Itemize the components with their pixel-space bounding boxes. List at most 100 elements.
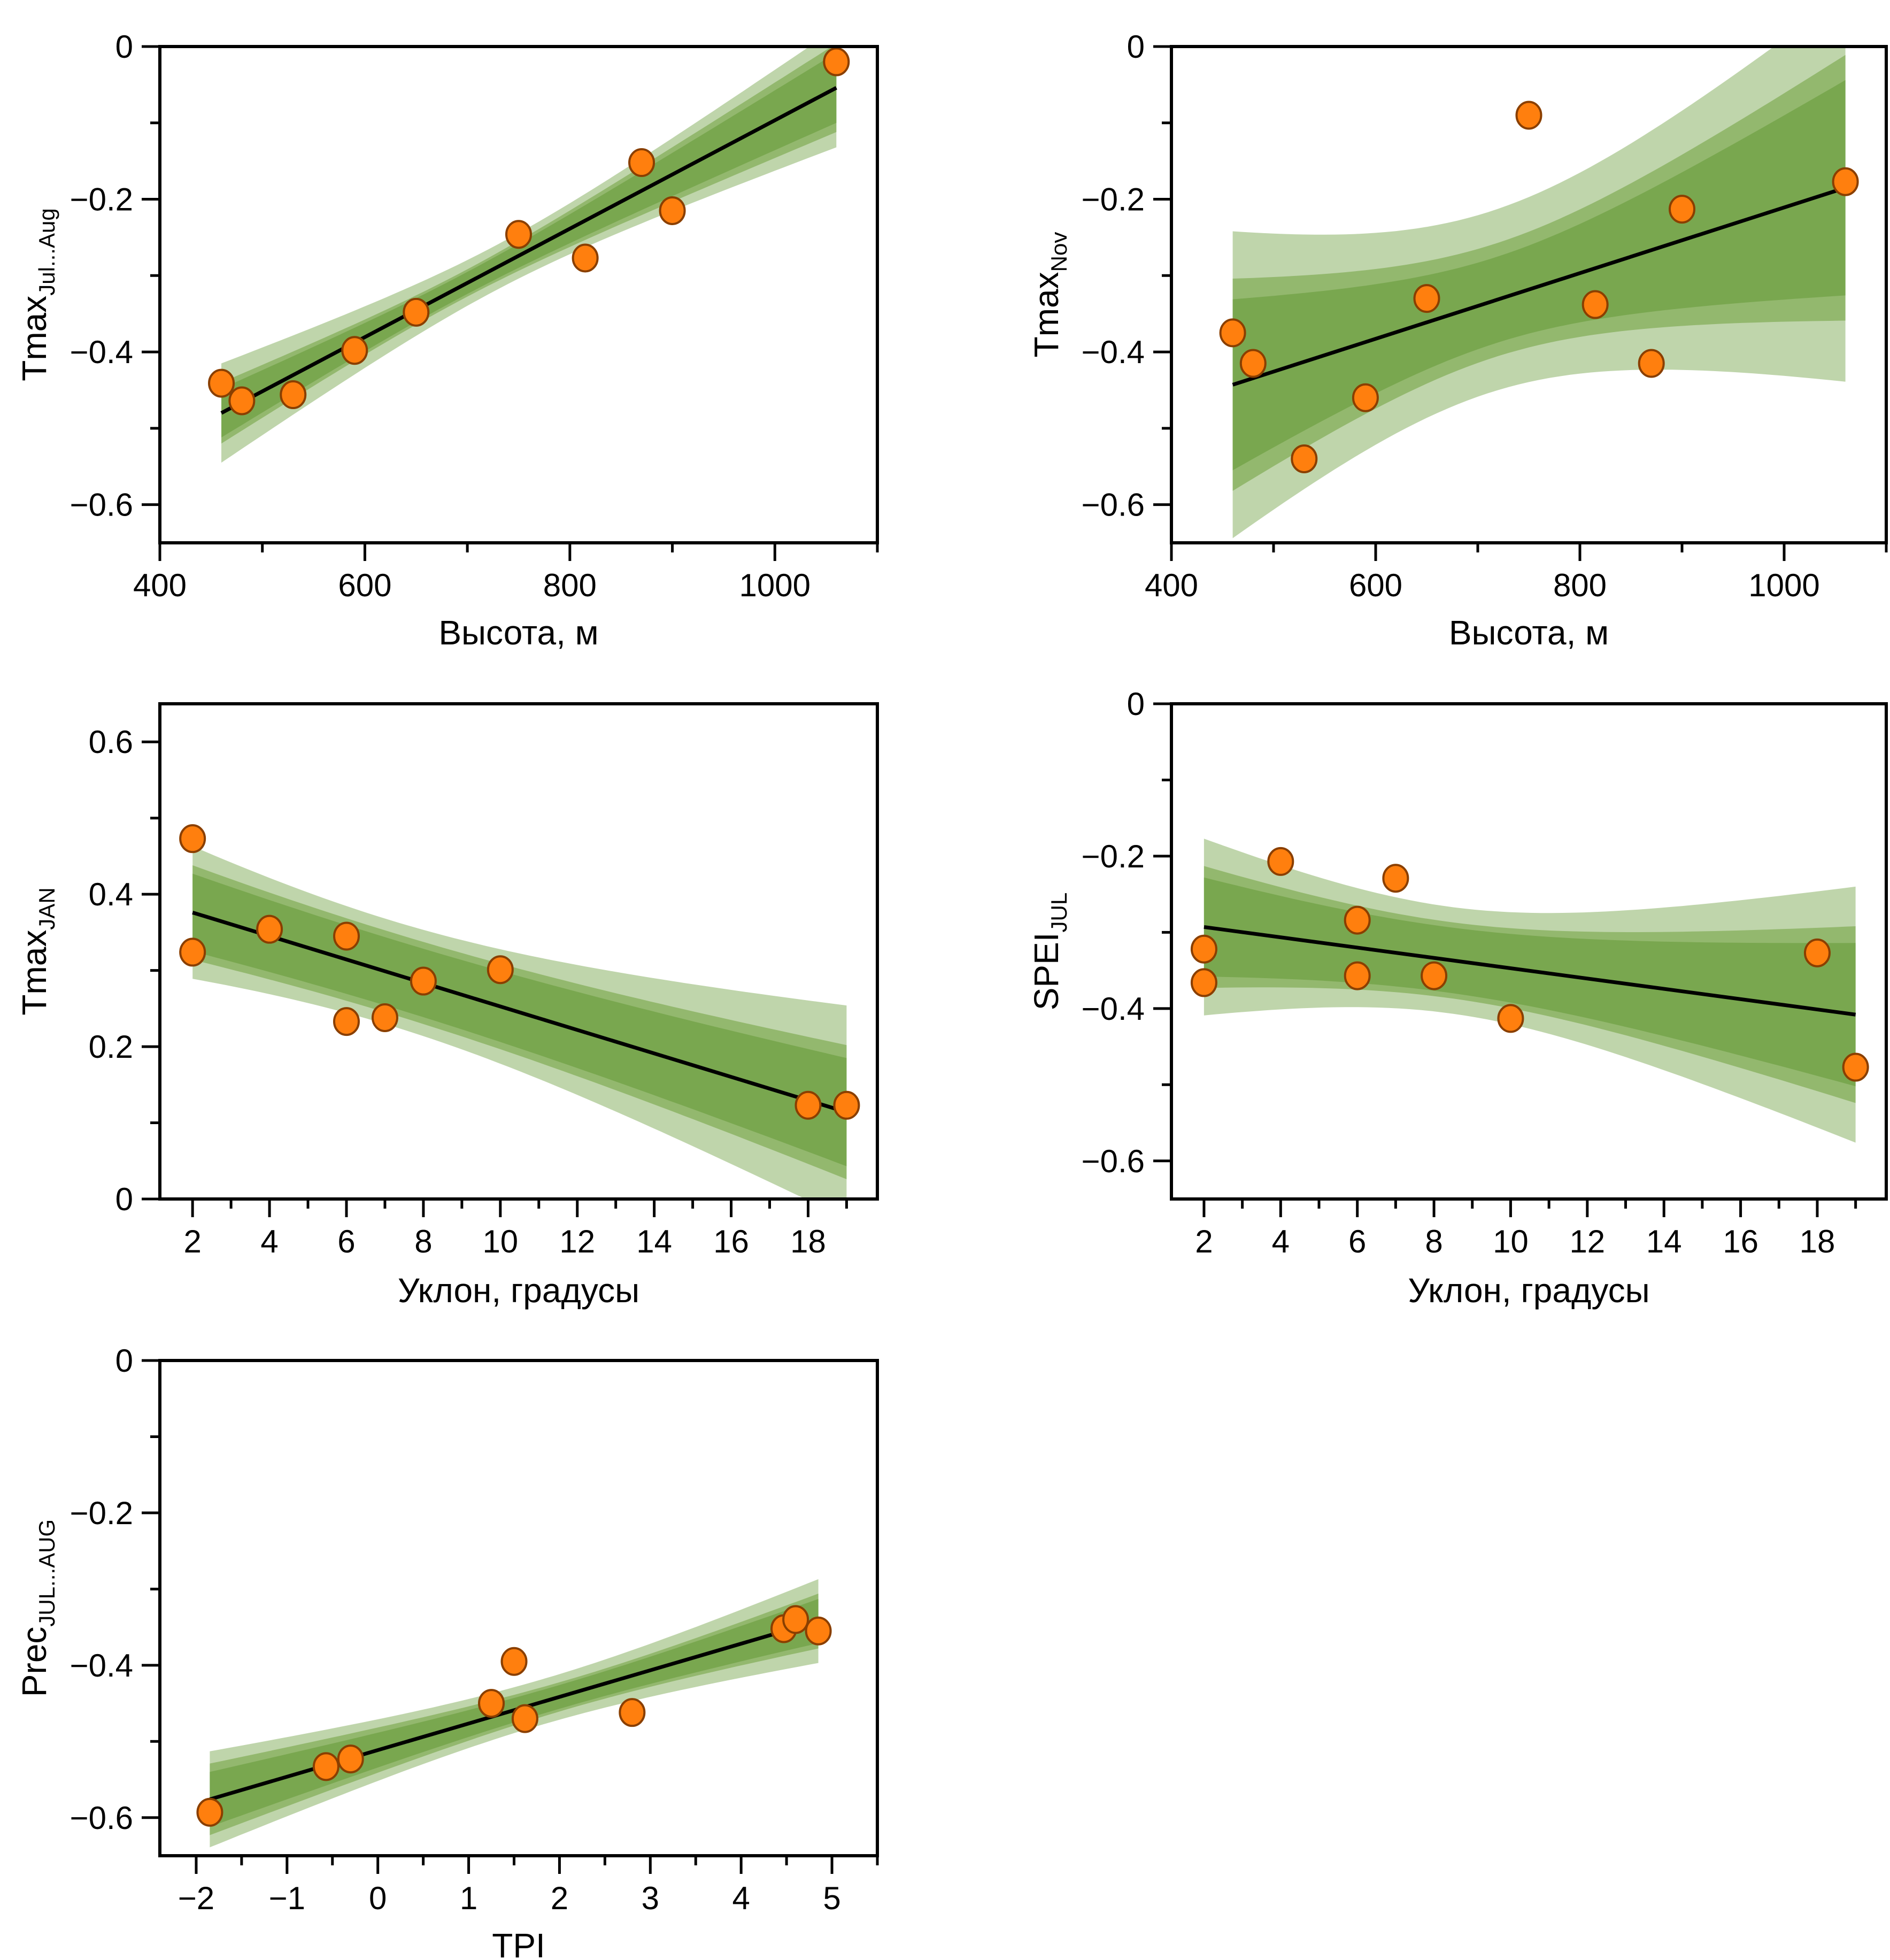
axes-frame bbox=[158, 1359, 879, 1857]
x-tick-label: 8 bbox=[414, 1224, 432, 1259]
data-point bbox=[511, 1704, 538, 1733]
x-tick-label: 2 bbox=[1195, 1224, 1213, 1259]
x-tick-label: 8 bbox=[1425, 1224, 1442, 1259]
x-tick-label: 800 bbox=[543, 567, 597, 603]
data-point bbox=[478, 1689, 505, 1718]
data-point bbox=[1669, 195, 1695, 224]
x-tick-label: 2 bbox=[183, 1224, 201, 1259]
y-tick-label: −0.2 bbox=[70, 1495, 133, 1531]
data-point bbox=[1421, 961, 1448, 990]
axes-frame bbox=[158, 702, 879, 1201]
panel-tmax-nov-vs-altitude: 400 600 800 1000 0 −0.2 −0.4 −0.6 Высота, м TmaxN… bbox=[1027, 29, 1888, 652]
data-point bbox=[179, 937, 206, 967]
data-point bbox=[333, 1007, 360, 1036]
x-tick-label: 6 bbox=[1348, 1224, 1366, 1259]
data-point bbox=[619, 1698, 646, 1727]
data-point bbox=[228, 386, 256, 416]
confidence-band-inner bbox=[221, 52, 837, 437]
data-point bbox=[1190, 934, 1217, 964]
data-point bbox=[628, 148, 655, 178]
x-axis-label: Уклон, градусы bbox=[398, 1271, 639, 1310]
x-tick-label: 6 bbox=[337, 1224, 355, 1259]
y-tick-label: −0.4 bbox=[70, 334, 133, 370]
x-tick-label: 4 bbox=[1272, 1224, 1290, 1259]
x-tick-label: 10 bbox=[482, 1224, 518, 1259]
y-tick-label: −0.2 bbox=[70, 182, 133, 218]
y-axis-label-subscript: Jul...Aug bbox=[34, 208, 59, 295]
panel-spei-jul-vs-slope: 2 4 6 8 10 12 14 16 18 0 −0.2 −0.4 −0.6 Уклон, градус… bbox=[1027, 686, 1888, 1310]
panel-prec-jul-aug-vs-tpi: −2 −1 0 1 2 3 4 5 0 −0.2 −0.4 −0.6 TPI PrecJUL...AUG bbox=[15, 1343, 879, 1960]
data-point bbox=[1239, 349, 1267, 378]
panel-tmax-jan-vs-slope: 2 4 6 8 10 12 14 16 18 0 0.2 0.4 0.6 Уклон, градусы Tm… bbox=[15, 702, 879, 1310]
x-tick-label: 14 bbox=[636, 1224, 672, 1259]
y-axis-label-subscript: Nov bbox=[1046, 232, 1071, 272]
axes-frame bbox=[158, 45, 879, 544]
data-point bbox=[1190, 968, 1217, 997]
y-axis-label: SPEIJUL bbox=[1027, 893, 1071, 1011]
y-axis-label: TmaxJul...Aug bbox=[15, 208, 59, 381]
data-point bbox=[1842, 1052, 1869, 1082]
x-tick-label: 18 bbox=[1800, 1224, 1835, 1259]
data-point bbox=[1638, 349, 1665, 378]
y-tick-label: 0.6 bbox=[89, 724, 133, 760]
data-point bbox=[794, 1090, 822, 1120]
y-tick-label: −0.4 bbox=[1082, 334, 1145, 370]
data-point bbox=[312, 1752, 340, 1781]
x-tick-label: 16 bbox=[1723, 1224, 1758, 1259]
x-tick-label: 0 bbox=[369, 1880, 387, 1916]
y-axis-label-main: Prec bbox=[15, 1627, 53, 1697]
x-tick-label: 10 bbox=[1493, 1224, 1529, 1259]
data-point bbox=[1497, 1004, 1524, 1033]
y-axis-label-main: SPEI bbox=[1027, 932, 1066, 1010]
data-point bbox=[1382, 864, 1409, 893]
x-tick-label: 1 bbox=[460, 1880, 477, 1916]
data-point bbox=[280, 380, 307, 410]
x-tick-label: −2 bbox=[178, 1880, 214, 1916]
data-point bbox=[1515, 101, 1542, 130]
y-tick-label: 0 bbox=[115, 1181, 133, 1217]
x-tick-label: 5 bbox=[823, 1880, 840, 1916]
y-axis-label: PrecJUL...AUG bbox=[15, 1519, 59, 1697]
regression-line bbox=[192, 910, 847, 1114]
data-point bbox=[337, 1744, 364, 1774]
data-point bbox=[256, 914, 283, 944]
x-tick-label: 3 bbox=[642, 1880, 659, 1916]
y-tick-label: 0 bbox=[115, 1343, 133, 1379]
y-tick-label: −0.6 bbox=[1082, 1143, 1145, 1179]
data-point bbox=[1352, 383, 1379, 412]
x-tick-label: 600 bbox=[1349, 567, 1402, 603]
plot-area bbox=[1232, 47, 1846, 539]
plot-area bbox=[220, 47, 837, 463]
y-tick-label: −0.6 bbox=[1082, 487, 1145, 523]
data-point bbox=[505, 220, 532, 249]
y-tick-label: −0.6 bbox=[70, 1800, 133, 1836]
y-tick-label: 0 bbox=[1127, 686, 1145, 722]
panel-tmax-jul-aug-vs-altitude: 400 600 800 1000 0 −0.2 −0.4 −0.6 Высота, м TmaxJ… bbox=[15, 29, 879, 652]
data-point bbox=[208, 368, 235, 398]
y-tick-label: 0 bbox=[1127, 29, 1145, 65]
y-tick-label: 0.4 bbox=[89, 877, 133, 912]
data-point bbox=[782, 1605, 809, 1634]
data-point bbox=[403, 297, 430, 327]
data-point bbox=[1413, 284, 1440, 313]
data-point bbox=[1219, 318, 1246, 348]
x-tick-label: 12 bbox=[1569, 1224, 1605, 1259]
data-point bbox=[371, 1003, 398, 1032]
data-point bbox=[500, 1647, 528, 1676]
x-tick-label: 12 bbox=[559, 1224, 595, 1259]
x-tick-label: 600 bbox=[338, 567, 391, 603]
plot-area bbox=[192, 846, 847, 1199]
x-tick-label: 1000 bbox=[1748, 567, 1819, 603]
data-point bbox=[1344, 905, 1371, 935]
data-point bbox=[1582, 290, 1609, 319]
confidence-band-inner bbox=[192, 873, 847, 1166]
data-point bbox=[659, 196, 686, 225]
data-point bbox=[487, 955, 514, 985]
y-axis-label: TmaxJAN bbox=[15, 887, 59, 1015]
x-tick-label: 2 bbox=[551, 1880, 568, 1916]
x-axis-label: Высота, м bbox=[438, 613, 598, 652]
y-axis-label-subscript: JAN bbox=[34, 887, 59, 929]
x-tick-label: 4 bbox=[732, 1880, 750, 1916]
y-axis-label-main: Tmax bbox=[1027, 272, 1066, 357]
